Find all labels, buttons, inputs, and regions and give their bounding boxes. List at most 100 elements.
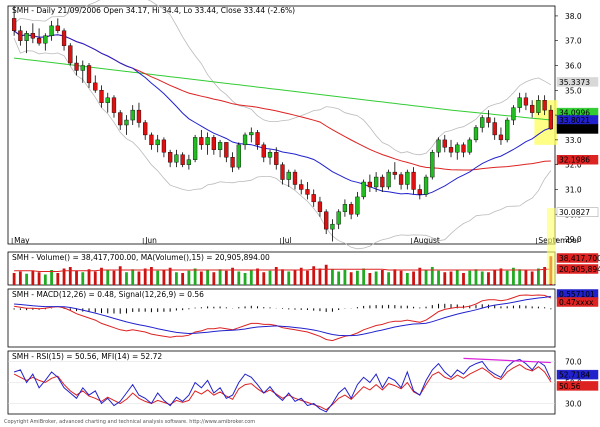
candle-up [249,132,254,136]
candle-up [361,181,366,198]
candle-down [367,181,373,188]
macd-series-line [14,294,552,342]
macd-tag: 0.557101 [559,290,595,299]
candle-down [168,152,173,163]
bollinger-upper [13,0,552,156]
candle-down [199,137,204,146]
rsi-tick-label: 70.0 [565,358,582,367]
candle-up [505,119,510,141]
month-label: Jul [282,236,292,245]
candle-down [311,194,316,203]
candle-down [324,211,329,230]
candle-up [49,25,54,36]
candle-down [99,90,104,103]
candle-down [30,33,35,39]
candle-up [236,144,241,168]
candle-up [174,154,179,163]
candle-down [86,65,92,84]
price-tag: 33.44 [559,125,581,134]
candle-down [136,109,142,123]
candle-down [448,147,454,153]
candle-up [480,117,485,128]
candle-down [55,25,60,31]
candle-up [186,159,192,165]
volume-tag: 38,417,700 [559,254,600,263]
rsi-tag: 52.7184 [559,371,590,380]
candle-down [93,82,98,91]
volume-pane-title: SMH - Volume() = 38,417,700.00, MA(Volum… [12,253,270,262]
price-tag: 34.0996 [559,109,590,118]
candle-down [411,171,416,190]
candle-down [492,122,497,136]
price-tick-label: 33.0 [565,136,582,145]
macd-pane-title: SMH - MACD(12,26) = 0.48, Signal(12,26,9… [12,290,204,299]
candle-down [149,134,154,146]
candle-up [536,100,541,113]
rsi-tick-label: 30.0 [565,400,582,409]
candle-down [442,139,447,148]
price-tick-label: 37.0 [565,37,582,46]
candle-down [143,122,148,136]
candle-down [530,104,535,113]
candle-down [498,134,504,141]
candle-down [280,164,285,180]
candle-down [211,137,216,150]
price-tag: 35.3373 [559,78,590,87]
candle-down [392,171,397,175]
candle-up [511,107,516,121]
candle-down [118,112,123,126]
candle-down [417,189,422,195]
candle-down [305,189,310,195]
candle-up [24,33,29,41]
candle-up [80,65,85,71]
candle-down [68,45,73,64]
price-pane-title: SMH - Daily 21/09/2006 Open 34.17, Hi 34… [12,6,295,15]
candle-down [486,117,491,123]
candle-down [548,109,554,130]
macd-pane-border [7,288,556,348]
candle-up [373,176,379,188]
candle-down [398,174,404,185]
candle-down [180,154,185,165]
candle-up [436,139,441,153]
candle-up [423,176,429,195]
candle-up [473,127,479,141]
candle-up [342,204,348,212]
price-tick-label: 38.0 [565,12,582,21]
price-tag-bg [556,77,599,87]
price-tick-label: 29.0 [565,235,582,244]
month-label: Jun [144,236,157,245]
candle-down [111,97,117,113]
volume-tag: 20,905,894 [559,265,600,274]
candle-down [36,38,42,44]
candle-up [124,119,129,126]
candle-down [74,62,79,71]
price-tick-label: 32.0 [565,161,582,170]
volume-ma-line [14,268,551,272]
month-label: August [414,236,440,245]
rsi-tag-bg [556,369,599,380]
price-tag: 33.8021 [559,116,590,125]
rsi-tag: 50.56 [559,382,581,391]
rsi-series-line [13,364,552,411]
price-tick-label: 36.0 [565,62,582,71]
candle-up [43,35,48,44]
candle-up [105,97,110,103]
price-tag-bg [556,154,599,165]
candle-up [405,171,410,185]
candle-down [349,204,354,215]
candle-down [18,30,23,41]
candle-up [192,137,198,160]
candle-up [455,144,460,153]
candle-up [355,196,360,215]
rsi-pane-title: SMH - RSI(15) = 50.56, MFI(14) = 52.72 [12,352,162,361]
candle-up [205,137,210,146]
candle-down [274,152,279,165]
price-tick-label: 31.0 [565,185,582,194]
footer-text: Copyright AmiBroker, advanced charting a… [4,419,256,425]
candle-up [336,211,341,225]
candle-up [517,97,522,108]
